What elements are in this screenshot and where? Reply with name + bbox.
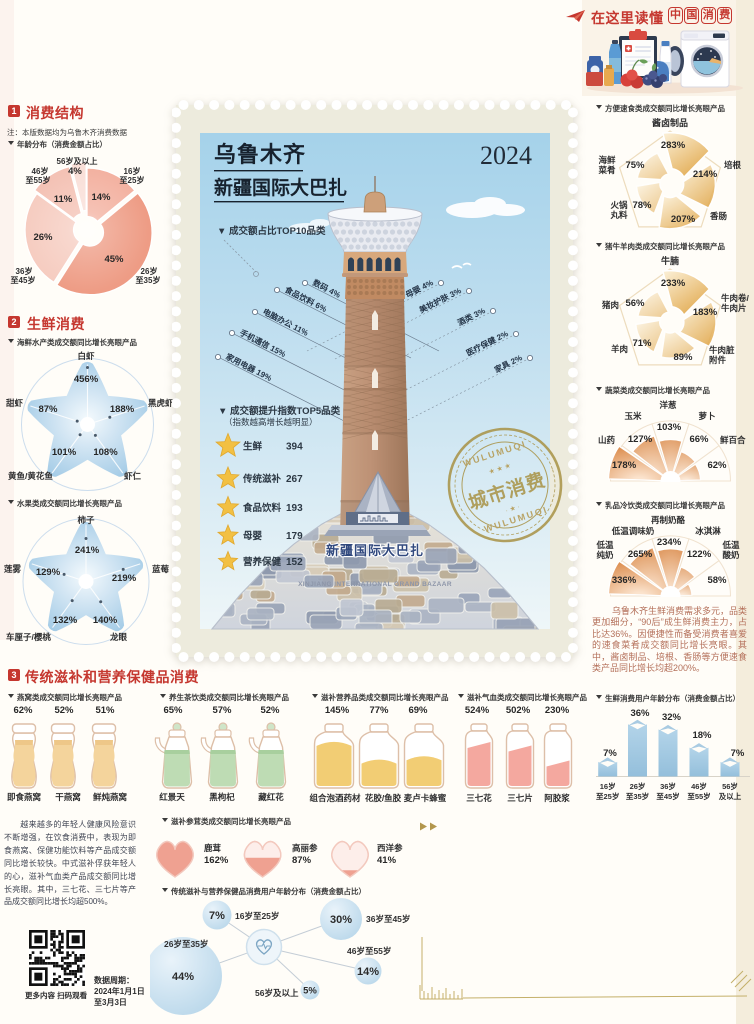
svg-text:30%: 30% <box>330 914 352 926</box>
svg-text:新疆国际大巴扎: 新疆国际大巴扎 <box>214 176 347 199</box>
svg-text:394: 394 <box>286 442 303 453</box>
svg-text:7%: 7% <box>209 910 225 922</box>
svg-text:5%: 5% <box>303 985 317 996</box>
svg-text:193: 193 <box>286 503 303 514</box>
svg-text:44%: 44% <box>172 971 194 983</box>
svg-text:（指数越高增长越明显）: （指数越高增长越明显） <box>224 417 318 427</box>
svg-text:乌鲁木齐: 乌鲁木齐 <box>214 142 306 167</box>
svg-text:152: 152 <box>286 557 303 568</box>
svg-text:营养保健: 营养保健 <box>243 556 282 568</box>
svg-text:2024: 2024 <box>480 141 532 170</box>
svg-text:179: 179 <box>286 531 303 542</box>
svg-text:XINJIANG INTERNATIONAL GRAND B: XINJIANG INTERNATIONAL GRAND BAZAAR <box>298 581 452 588</box>
svg-text:传统滋补: 传统滋补 <box>242 473 282 485</box>
svg-text:食品饮料: 食品饮料 <box>242 502 282 514</box>
svg-text:生鲜: 生鲜 <box>243 441 263 453</box>
svg-text:267: 267 <box>286 474 303 485</box>
svg-text:▼ 成交额提升指数TOP5品类: ▼ 成交额提升指数TOP5品类 <box>218 405 341 417</box>
svg-text:▼ 成交额占比TOP10品类: ▼ 成交额占比TOP10品类 <box>217 225 326 237</box>
svg-text:14%: 14% <box>357 966 379 978</box>
svg-text:母婴: 母婴 <box>243 530 263 542</box>
svg-text:新疆国际大巴扎: 新疆国际大巴扎 <box>326 543 424 558</box>
